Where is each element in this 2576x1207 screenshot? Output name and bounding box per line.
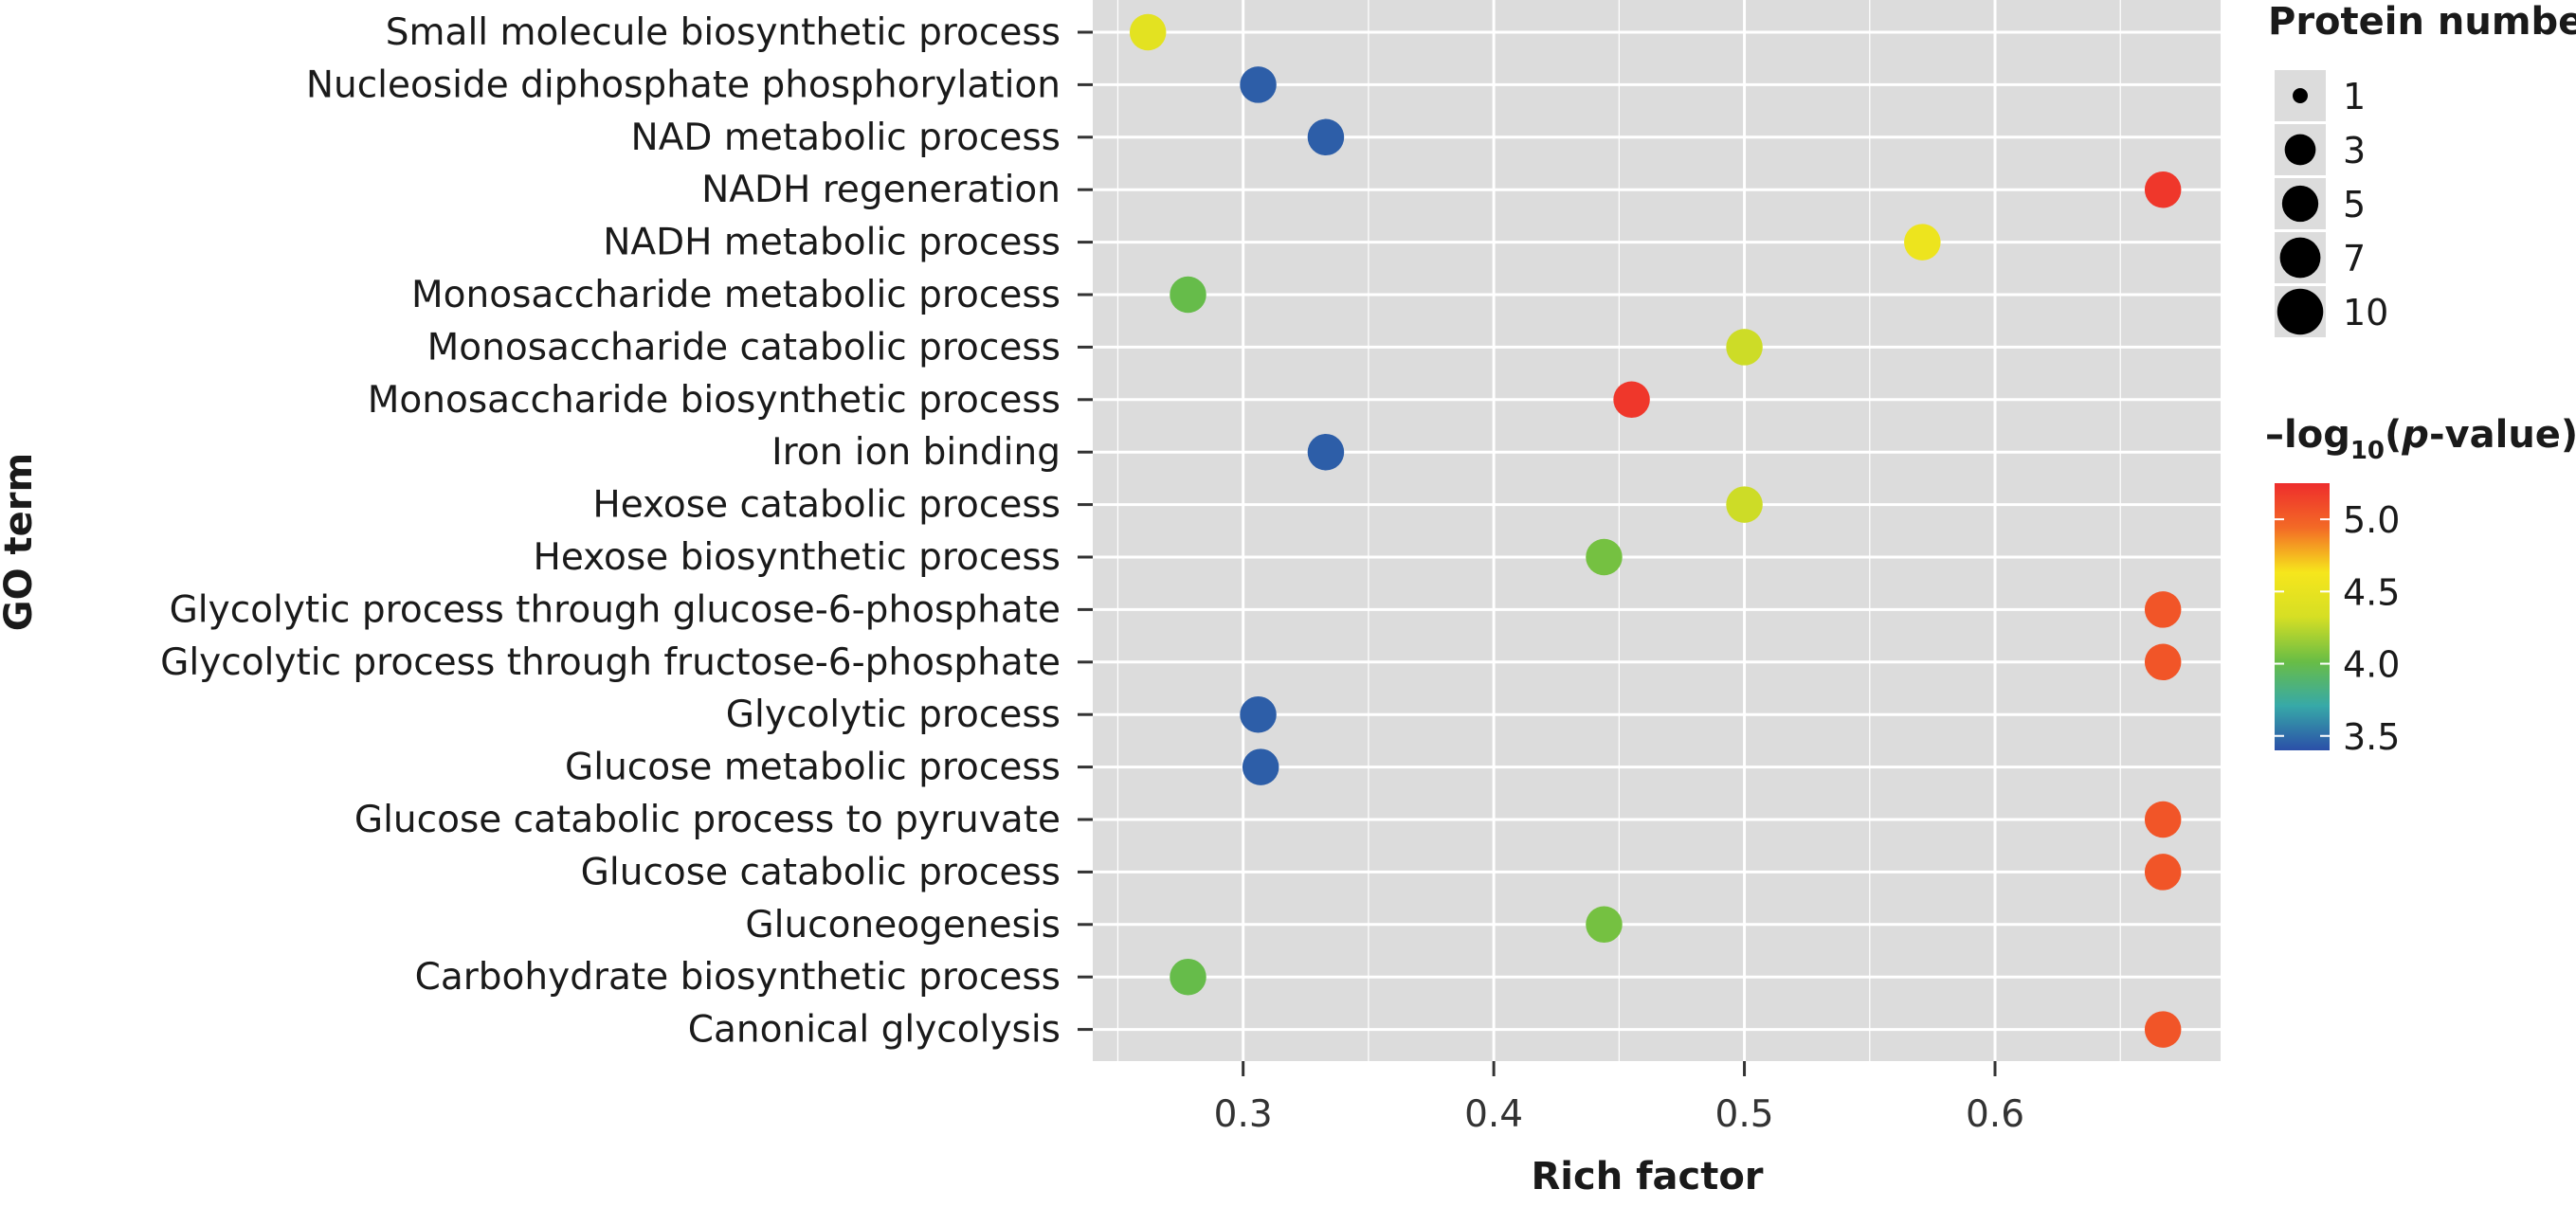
- y-tick-label: Carbohydrate biosynthetic process: [415, 956, 1061, 999]
- size-legend-dot: [2279, 237, 2321, 279]
- y-tick-label: Canonical glycolysis: [688, 1009, 1061, 1052]
- data-point: [2144, 171, 2182, 208]
- size-legend-label: 7: [2343, 238, 2366, 279]
- grid-lines: [1093, 0, 2221, 1061]
- color-legend-ticks: 3.5 4.0 4.5 5.0: [2275, 499, 2400, 758]
- color-legend-title-open: (: [2385, 413, 2402, 457]
- y-tick-label: Monosaccharide catabolic process: [427, 326, 1061, 369]
- x-tick-label: 0.6: [1966, 1093, 2024, 1136]
- size-legend-dot: [2284, 134, 2316, 166]
- data-point: [1586, 538, 1623, 576]
- data-point: [1613, 381, 1650, 419]
- data-point: [1586, 906, 1623, 944]
- plot-panel: [1093, 0, 2221, 1061]
- data-point: [2144, 801, 2182, 838]
- color-legend-title-italic: p: [2401, 413, 2429, 457]
- x-axis-title: Rich factor: [1531, 1155, 1763, 1198]
- data-point: [2144, 854, 2182, 891]
- data-point: [2144, 643, 2182, 681]
- size-legend-dot: [2277, 288, 2324, 335]
- y-tick-label: Glucose catabolic process to pyruvate: [354, 799, 1061, 841]
- y-tick-label: Glycolytic process: [726, 694, 1061, 736]
- size-legend-dot: [2281, 185, 2319, 223]
- data-point: [1726, 486, 1763, 523]
- size-legend-dot: [2293, 88, 2308, 103]
- y-tick-label: Nucleoside diphosphate phosphorylation: [306, 63, 1061, 106]
- color-bar: [2275, 483, 2330, 750]
- y-tick-label: Monosaccharide metabolic process: [411, 274, 1061, 316]
- y-tick-label: Glycolytic process through fructose-6-ph…: [160, 641, 1061, 684]
- y-tick-label: Hexose biosynthetic process: [534, 536, 1061, 579]
- data-point: [1170, 276, 1206, 314]
- color-legend-label: 4.0: [2343, 644, 2400, 686]
- color-legend-label: 4.5: [2343, 571, 2400, 613]
- y-tick-label: Glucose metabolic process: [565, 747, 1061, 789]
- size-legend-label: 3: [2343, 130, 2366, 171]
- color-legend: –log10(p-value) 3.5 4.0 4.5 5.0: [2265, 413, 2576, 758]
- color-legend-title-suffix: -value): [2429, 413, 2576, 457]
- size-legend-label: 10: [2343, 292, 2388, 333]
- data-point: [1726, 329, 1763, 366]
- data-point: [1307, 118, 1345, 156]
- x-tick-label: 0.4: [1464, 1093, 1523, 1136]
- y-tick-label: Gluconeogenesis: [745, 904, 1061, 946]
- y-tick-label: Iron ion binding: [771, 431, 1061, 474]
- data-point: [1240, 695, 1277, 733]
- size-legend-title: Protein number: [2268, 0, 2576, 44]
- data-point: [1170, 958, 1206, 996]
- y-tick-label: Small molecule biosynthetic process: [386, 11, 1061, 54]
- y-tick-label: NADH regeneration: [701, 169, 1061, 211]
- y-tick-label: Monosaccharide biosynthetic process: [368, 379, 1061, 422]
- y-tick-label: Glucose catabolic process: [581, 851, 1061, 893]
- y-tick-label: Glycolytic process through glucose-6-pho…: [170, 588, 1061, 631]
- data-point: [1240, 66, 1277, 103]
- size-legend-keys: 1 3 5 7 10: [2275, 70, 2388, 337]
- data-point: [1242, 748, 1279, 785]
- y-axis-title: GO term: [0, 453, 41, 631]
- y-tick-label: NAD metabolic process: [631, 117, 1061, 159]
- color-legend-label: 3.5: [2343, 716, 2400, 758]
- y-axis: Small molecule biosynthetic process Nucle…: [160, 11, 1093, 1052]
- y-tick-label: NADH metabolic process: [603, 222, 1061, 264]
- data-point: [1129, 13, 1167, 51]
- color-legend-title-prefix: –log: [2265, 413, 2350, 457]
- data-point: [1904, 224, 1941, 261]
- x-tick-label: 0.3: [1214, 1093, 1273, 1136]
- color-legend-label: 5.0: [2343, 499, 2400, 541]
- y-tick-label: Hexose catabolic process: [592, 484, 1061, 527]
- x-tick-label: 0.5: [1715, 1093, 1774, 1136]
- size-legend-label: 1: [2343, 76, 2366, 117]
- x-axis: 0.3 0.4 0.5 0.6: [1214, 1061, 2024, 1136]
- data-point: [2144, 1011, 2182, 1048]
- color-legend-title: –log10(p-value): [2265, 413, 2576, 465]
- size-legend-label: 5: [2343, 184, 2366, 225]
- data-points: [1129, 13, 2182, 1048]
- data-point: [1307, 433, 1345, 471]
- size-legend: Protein number 1 3 5 7 10: [2268, 0, 2576, 337]
- color-legend-title-sub: 10: [2350, 437, 2385, 465]
- data-point: [2144, 591, 2182, 628]
